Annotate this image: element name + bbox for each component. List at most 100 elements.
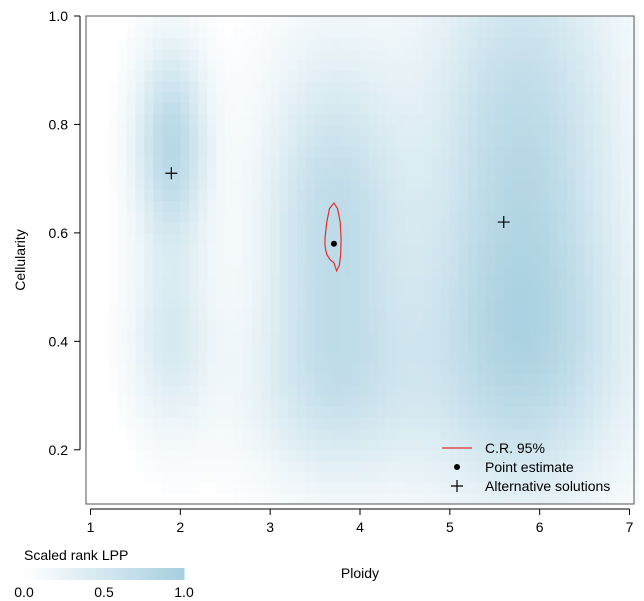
heatmap-cell [575,319,586,332]
heatmap-cell [324,222,334,234]
colorbar-cell [168,568,173,580]
heatmap-cell [135,124,145,136]
heatmap-cell [413,232,424,245]
heatmap-cell [503,493,514,505]
heatmap-cell [566,341,577,353]
heatmap-cell [620,395,631,407]
heatmap-cell [234,102,244,115]
colorbar-cell [108,568,113,580]
heatmap-cell [135,232,145,245]
heatmap-cell [584,48,595,60]
heatmap-cell [512,287,523,299]
heatmap-cell [225,352,235,364]
heatmap-cell [198,417,208,429]
heatmap-cell [548,167,559,180]
heatmap-cell [530,297,541,310]
heatmap-cell [485,319,496,332]
heatmap-cell [315,395,325,407]
heatmap-cell [557,135,568,147]
heatmap-cell [377,341,388,353]
heatmap-cell [530,81,541,93]
heatmap-cell [306,156,316,169]
heatmap-cell [575,276,586,288]
heatmap-cell [324,254,334,267]
heatmap-cell [261,482,271,494]
heatmap-cell [279,37,289,50]
heatmap-cell [386,438,397,451]
heatmap-cell [485,471,496,483]
heatmap-cell [449,37,460,50]
heatmap-cell [162,395,172,407]
heatmap-cell [593,297,604,310]
heatmap-cell [108,102,119,115]
heatmap-cell [458,211,469,223]
heatmap-cell [584,265,595,277]
heatmap-cell [404,211,415,223]
heatmap-cell [126,276,137,288]
heatmap-cell [530,135,541,147]
heatmap-cell [494,352,505,364]
heatmap-cell [575,48,586,60]
heatmap-cell [494,265,505,277]
heatmap-cell [530,37,541,50]
heatmap-cell [288,265,298,277]
heatmap-cell [126,81,137,93]
heatmap-cell [351,438,361,451]
heatmap-cell [207,287,217,299]
heatmap-cell [288,167,298,180]
heatmap-cell [243,276,253,288]
heatmap-cell [270,297,280,310]
heatmap-cell [449,102,460,115]
colorbar-cell [136,568,141,580]
heatmap-cell [413,276,424,288]
heatmap-cell [548,211,559,223]
heatmap-cell [368,91,379,104]
heatmap-cell [288,482,298,494]
heatmap-cell [252,113,262,126]
heatmap-cell [566,417,577,429]
heatmap-cell [135,16,145,28]
heatmap-cell [368,276,379,288]
heatmap-cell [593,330,604,342]
heatmap-cell [611,265,622,277]
heatmap-cell [557,243,568,256]
heatmap-cell [377,146,388,158]
heatmap-cell [458,417,469,429]
heatmap-cell [279,395,289,407]
heatmap-cell [270,124,280,136]
heatmap-cell [620,146,631,158]
heatmap-cell [431,493,442,505]
heatmap-cell [216,428,226,440]
heatmap-cell [252,70,262,82]
heatmap-cell [153,167,163,180]
heatmap-cell [548,406,559,418]
heatmap-cell [117,254,128,267]
heatmap-cell [324,373,334,386]
heatmap-cell [620,493,631,505]
heatmap-cell [521,493,532,505]
heatmap-cell [234,135,244,147]
heatmap-cell [288,81,298,93]
heatmap-cell [368,113,379,126]
heatmap-cell [315,167,325,180]
heatmap-cell [422,146,433,158]
heatmap-cell [422,352,433,364]
heatmap-cell [117,81,128,93]
heatmap-cell [288,363,298,375]
heatmap-cell [566,37,577,50]
heatmap-cell [243,482,253,494]
heatmap-cell [557,37,568,50]
heatmap-cell [467,482,478,494]
heatmap-cell [458,59,469,71]
heatmap-cell [252,395,262,407]
heatmap-cell [288,406,298,418]
heatmap-cell [368,330,379,342]
heatmap-cell [171,308,181,321]
heatmap-cell [584,276,595,288]
heatmap-cell [503,308,514,321]
heatmap-cell [108,276,119,288]
heatmap-cell [117,330,128,342]
heatmap-cell [575,341,586,353]
heatmap-cell [620,48,631,60]
heatmap-cell [180,146,190,158]
